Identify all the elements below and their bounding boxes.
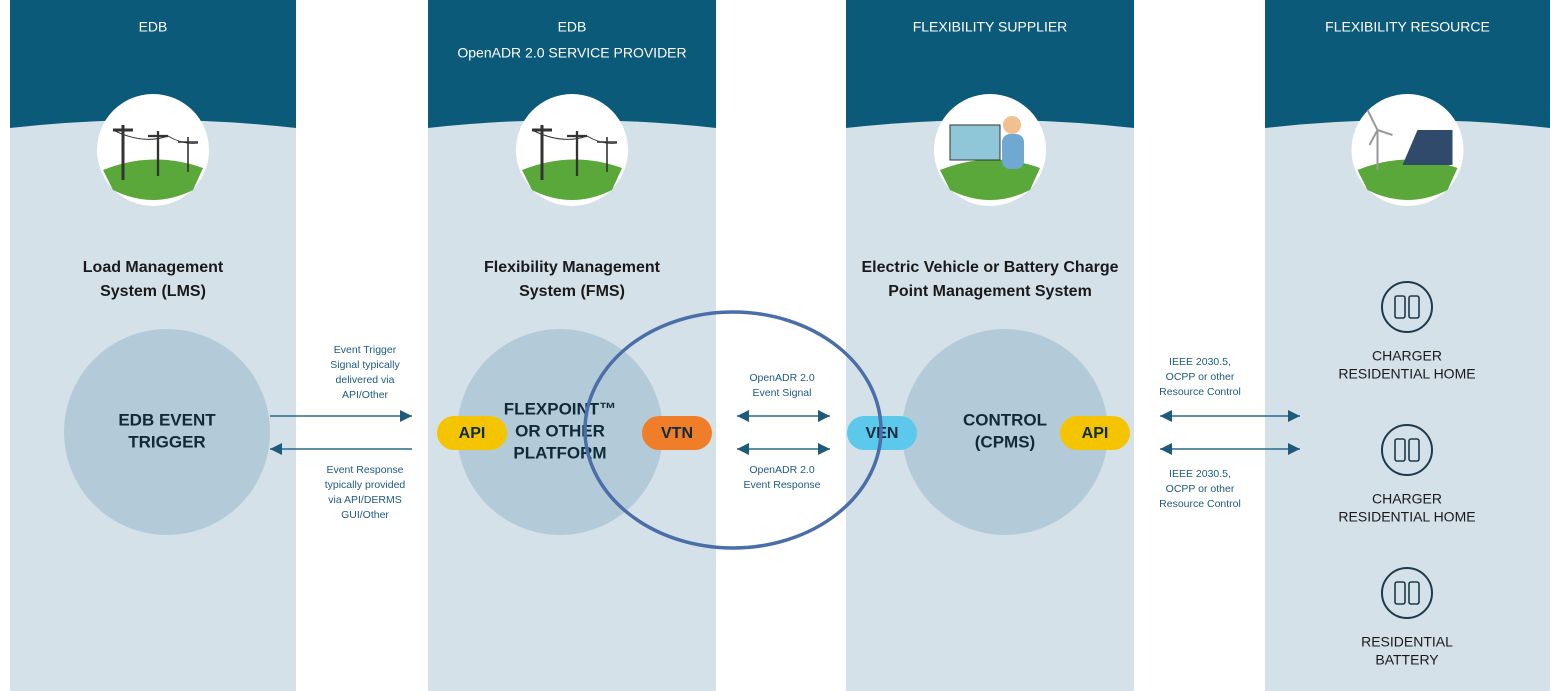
connector-label: OCPP or other xyxy=(1166,371,1235,383)
diagram: EDB Load Management System (LMS) EDB OpenADR… xyxy=(0,0,1553,691)
connector-label: Signal typically xyxy=(330,359,400,371)
person-body xyxy=(1002,134,1024,169)
header-text: OpenADR 2.0 SERVICE PROVIDER xyxy=(457,45,686,61)
circle-label: PLATFORM xyxy=(513,443,606,462)
system-title: System (FMS) xyxy=(519,283,625,300)
badge-label: API xyxy=(459,425,486,442)
circle-label: TRIGGER xyxy=(128,432,205,451)
screen xyxy=(950,125,1000,160)
connector-label: Event Trigger xyxy=(334,344,397,356)
connector-label: Resource Control xyxy=(1159,386,1241,398)
connector-label: Resource Control xyxy=(1159,498,1241,510)
connector-label: GUI/Other xyxy=(341,509,389,521)
header-text: FLEXIBILITY RESOURCE xyxy=(1325,19,1490,35)
connector-label: API/Other xyxy=(342,389,389,401)
circle-label: FLEXPOINT™ xyxy=(504,399,616,418)
connector-label: Event Response xyxy=(326,464,403,476)
connector-label: Event Signal xyxy=(753,387,812,399)
connector-label: OCPP or other xyxy=(1166,483,1235,495)
connector-label: IEEE 2030.5, xyxy=(1169,356,1231,368)
resource-label: CHARGER xyxy=(1372,491,1442,507)
badge-label: VTN xyxy=(661,425,693,442)
header-text: FLEXIBILITY SUPPLIER xyxy=(913,19,1068,35)
connector-label: IEEE 2030.5, xyxy=(1169,468,1231,480)
resource-label: RESIDENTIAL HOME xyxy=(1338,366,1475,382)
system-title: Flexibility Management xyxy=(484,259,661,276)
system-title: Point Management System xyxy=(888,283,1092,300)
circle-label: CONTROL xyxy=(963,410,1047,429)
connector-label: via API/DERMS xyxy=(328,494,402,506)
badge-label: API xyxy=(1082,425,1109,442)
connector-label: Event Response xyxy=(743,479,820,491)
header-text: EDB xyxy=(558,19,587,35)
resource-label: RESIDENTIAL HOME xyxy=(1338,509,1475,525)
person-head xyxy=(1003,116,1021,134)
connector-label: delivered via xyxy=(336,374,395,386)
circle-label: OR OTHER xyxy=(515,421,605,440)
header-text: EDB xyxy=(139,19,168,35)
circle-label: (CPMS) xyxy=(975,432,1035,451)
connector-label: typically provided xyxy=(325,479,406,491)
resource-label: BATTERY xyxy=(1375,652,1439,668)
system-title: System (LMS) xyxy=(100,283,206,300)
system-title: Electric Vehicle or Battery Charge xyxy=(862,259,1119,276)
resource-label: RESIDENTIAL xyxy=(1361,634,1453,650)
resource-label: CHARGER xyxy=(1372,348,1442,364)
system-title: Load Management xyxy=(83,259,224,276)
connector-label: OpenADR 2.0 xyxy=(749,372,815,384)
circle-label: EDB EVENT xyxy=(118,410,216,429)
connector-label: OpenADR 2.0 xyxy=(749,464,815,476)
